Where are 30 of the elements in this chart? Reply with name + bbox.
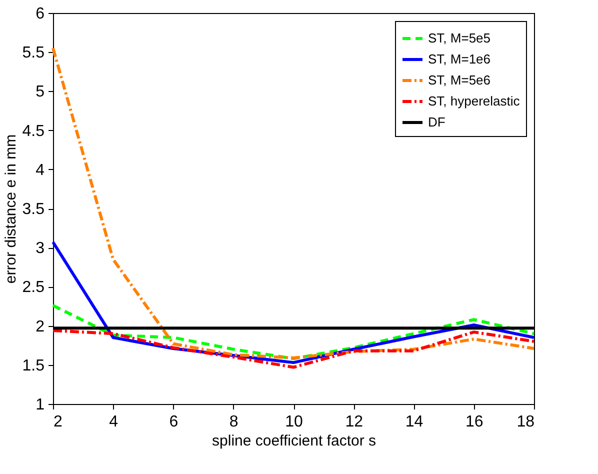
x-tick-label: 6 [169,414,178,430]
legend-label: ST, hyperelastic [428,94,520,108]
legend-label: ST, M=5e5 [428,30,491,46]
y-tick-label: 1 [36,396,45,414]
x-tick-label: 8 [229,414,238,430]
y-tick-label: 4 [36,162,45,179]
y-tick-label: 2 [36,318,45,336]
legend-label: ST, M=1e6 [428,52,491,66]
x-axis-title: spline coefficient factor s [212,432,376,450]
line-series [52,328,536,369]
x-tick-label: 18 [516,414,535,430]
x-tick-label: 12 [345,414,364,430]
line-series [52,46,536,360]
y-tick-label: 4.5 [22,122,45,140]
x-tick-label: 4 [109,414,118,430]
x-tick-label: 2 [54,414,62,430]
line-series [52,304,536,360]
x-tick-label: 16 [465,414,484,430]
y-axis-title: error distance e in mm [2,134,20,284]
y-tick-label: 2.5 [22,279,45,296]
y-tick-label: 3.5 [22,201,45,218]
y-tick-label: 6 [36,6,45,22]
y-tick-label: 1.5 [22,357,45,374]
y-tick-label: 3 [36,240,45,258]
x-tick-label: 10 [285,414,303,430]
x-tick-label: 14 [405,414,424,430]
y-tick-label: 5 [36,84,45,101]
legend-label: DF [428,114,446,130]
legend-label: ST, M=5e6 [428,72,491,88]
y-tick-label: 5.5 [22,44,45,62]
